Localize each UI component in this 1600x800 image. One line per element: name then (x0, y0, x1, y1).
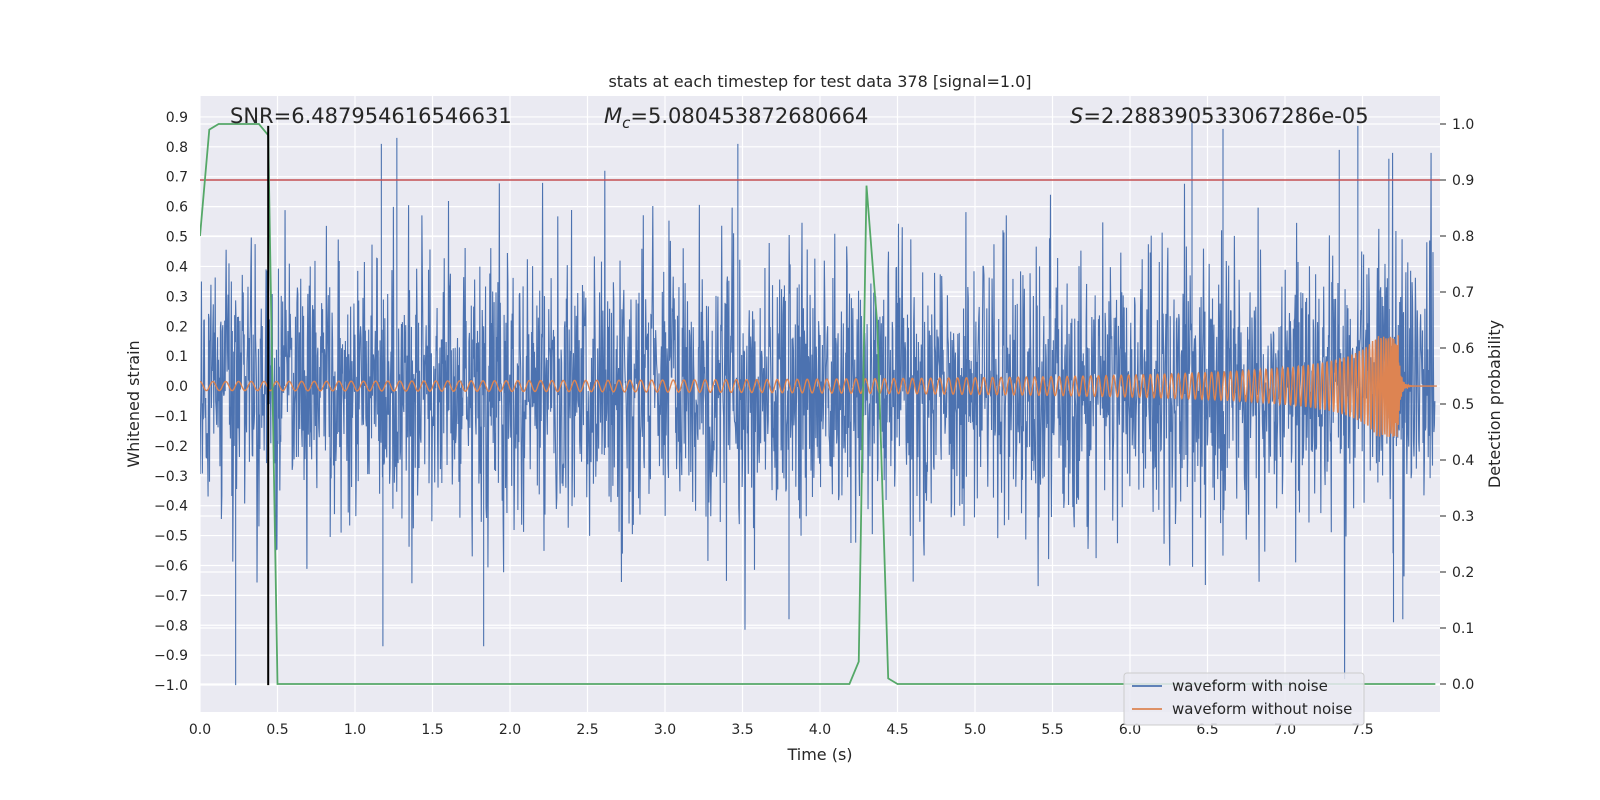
x-tick-label-2: 1.0 (344, 722, 366, 738)
x-tick-label-12: 6.0 (1119, 722, 1141, 738)
x-tick-label-6: 3.0 (654, 722, 676, 738)
y2-tick-label-1: 0.9 (1452, 173, 1474, 189)
y2-tick-label-5: 0.5 (1452, 397, 1474, 413)
snr-annotation: SNR=6.487954616546631 (230, 104, 512, 128)
y2-tick-label-7: 0.3 (1452, 509, 1474, 525)
y-tick-label-17: −0.8 (154, 618, 188, 634)
y2-axis-ticks: 1.0 0.9 0.8 0.7 0.6 0.5 0.4 0.3 0.2 0.1 0.0 (1440, 117, 1474, 693)
y-tick-label-8: 0.1 (166, 349, 188, 365)
series-clip-group (200, 122, 1440, 686)
y-tick-label-6: 0.3 (166, 289, 188, 305)
y-tick-label-18: −0.9 (154, 648, 188, 664)
x-tick-label-0: 0.0 (189, 722, 211, 738)
x-tick-label-10: 5.0 (964, 722, 986, 738)
x-tick-label-4: 2.0 (499, 722, 521, 738)
y2-tick-label-2: 0.8 (1452, 229, 1474, 245)
y2-tick-label-6: 0.4 (1452, 453, 1474, 469)
y-tick-label-11: −0.2 (154, 439, 188, 455)
y2-tick-label-9: 0.1 (1452, 621, 1474, 637)
y-tick-label-12: −0.3 (154, 469, 188, 485)
s-value: =2.288390533067286e-05 (1083, 104, 1368, 128)
clean-waveform-line (200, 335, 1437, 437)
y-tick-label-2: 0.7 (166, 170, 188, 186)
y2-axis-label: Detection probability (1485, 320, 1504, 488)
chirp-mass-annotation: Mc=5.080453872680664 (604, 104, 868, 132)
y-tick-label-19: −1.0 (154, 678, 188, 694)
y-tick-label-16: −0.7 (154, 588, 188, 604)
y-axis-label: Whitened strain (124, 340, 143, 467)
y-tick-label-14: −0.5 (154, 529, 188, 545)
y2-tick-label-3: 0.7 (1452, 285, 1474, 301)
y2-tick-label-4: 0.6 (1452, 341, 1474, 357)
series-layer (200, 122, 1440, 686)
legend-entry-clean: waveform without noise (1172, 700, 1352, 718)
y-tick-label-10: −0.1 (154, 409, 188, 425)
y2-tick-label-8: 0.2 (1452, 565, 1474, 581)
x-tick-label-14: 7.0 (1274, 722, 1296, 738)
chirp-mass-subscript: c (622, 114, 631, 132)
y-tick-label-9: 0.0 (166, 379, 188, 395)
y-tick-label-13: −0.4 (154, 499, 188, 515)
y2-tick-label-0: 1.0 (1452, 117, 1474, 133)
x-tick-label-11: 5.5 (1041, 722, 1063, 738)
y-tick-label-5: 0.4 (166, 259, 188, 275)
x-tick-label-13: 6.5 (1196, 722, 1218, 738)
y-tick-label-3: 0.6 (166, 200, 188, 216)
y-tick-label-1: 0.8 (166, 140, 188, 156)
chirp-mass-symbol: M (604, 104, 622, 128)
x-tick-label-15: 7.5 (1351, 722, 1373, 738)
chart-title: stats at each timestep for test data 378… (608, 72, 1031, 91)
chirp-mass-value: =5.080453872680664 (630, 104, 868, 128)
s-symbol: S (1070, 104, 1083, 128)
x-tick-label-9: 4.5 (886, 722, 908, 738)
noise-waveform-line (200, 122, 1436, 686)
x-tick-label-5: 2.5 (576, 722, 598, 738)
legend: waveform with noise waveform without noi… (1123, 672, 1365, 726)
y-tick-label-15: −0.6 (154, 558, 188, 574)
x-axis-ticks: 0.0 0.5 1.0 1.5 2.0 2.5 3.0 3.5 4.0 4.5 5.0 5.5 6.0 6… (189, 722, 1374, 738)
y-tick-label-0: 0.9 (166, 110, 188, 126)
detection-probability-line (200, 123, 1436, 685)
y-axis-ticks: 0.9 0.8 0.7 0.6 0.5 0.4 0.3 0.2 0.1 0.0 −0.1 −0.2 −0… (154, 110, 188, 694)
s-annotation: S=2.288390533067286e-05 (1070, 104, 1369, 128)
y2-tick-label-10: 0.0 (1452, 677, 1474, 693)
y-tick-label-4: 0.5 (166, 230, 188, 246)
x-tick-label-1: 0.5 (266, 722, 288, 738)
x-tick-label-3: 1.5 (421, 722, 443, 738)
x-tick-label-7: 3.5 (731, 722, 753, 738)
x-axis-label: Time (s) (786, 745, 852, 764)
legend-box (1123, 672, 1365, 726)
legend-entry-noise: waveform with noise (1172, 677, 1328, 695)
y-tick-label-7: 0.2 (166, 319, 188, 335)
x-tick-label-8: 4.0 (809, 722, 831, 738)
